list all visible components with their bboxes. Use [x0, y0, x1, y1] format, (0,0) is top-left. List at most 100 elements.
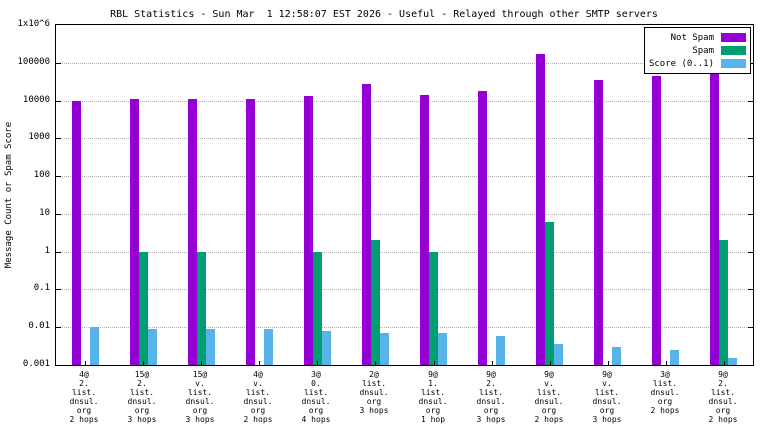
bar-spam: [197, 252, 206, 365]
bar-not-spam: [652, 76, 661, 365]
y-tick-label: 0.01: [28, 321, 50, 331]
right-tick-mark: [748, 214, 753, 215]
bar-not-spam: [594, 80, 603, 365]
y-tick-label: 1000: [28, 132, 50, 142]
bar-score-0-1-: [496, 336, 505, 365]
y-tick-label: 100000: [17, 57, 50, 67]
bar-not-spam: [420, 95, 429, 365]
bar-not-spam: [478, 91, 487, 365]
bar-not-spam: [710, 58, 719, 365]
right-tick-mark: [748, 176, 753, 177]
legend-swatch: [721, 46, 746, 55]
x-tick-mark: [259, 361, 260, 365]
left-tick-mark: [56, 327, 61, 328]
right-tick-mark: [748, 101, 753, 102]
right-tick-mark: [748, 289, 753, 290]
legend: Not Spam Spam Score (0..1): [643, 27, 751, 74]
bar-spam: [545, 222, 554, 365]
y-tick-label: 1x10^6: [17, 19, 50, 29]
x-tick-label: 9@ v. list. dnsul. org 2 hops: [534, 370, 564, 424]
bar-not-spam: [536, 54, 545, 365]
x-tick-mark: [317, 361, 318, 365]
x-tick-label: 3@ 0. list. dnsul. org 4 hops: [301, 370, 331, 424]
bar-score-0-1-: [612, 347, 621, 365]
y-tick-label: 100: [33, 170, 50, 180]
legend-swatch: [721, 59, 746, 68]
y-tick-label: 0.001: [22, 359, 50, 369]
x-tick-label: 9@ 2. list. dnsul. org 3 hops: [476, 370, 506, 424]
plot-area: Not Spam Spam Score (0..1): [55, 24, 754, 366]
gridline: [56, 327, 753, 328]
x-tick-mark: [666, 361, 667, 365]
x-tick-mark: [201, 361, 202, 365]
x-tick-label: 9@ v. list. dnsul. org 3 hops: [592, 370, 622, 424]
bar-score-0-1-: [322, 331, 331, 365]
gridline: [56, 138, 753, 139]
x-tick-mark: [550, 361, 551, 365]
left-tick-mark: [56, 101, 61, 102]
left-tick-mark: [56, 176, 61, 177]
bar-score-0-1-: [728, 358, 737, 365]
legend-label: Spam: [692, 45, 714, 56]
chart-title: RBL Statistics - Sun Mar 1 12:58:07 EST …: [110, 9, 658, 20]
bar-spam: [719, 240, 728, 365]
bar-spam: [313, 252, 322, 365]
bar-not-spam: [72, 101, 81, 365]
bar-score-0-1-: [90, 327, 99, 365]
x-tick-label: 4@ v. list. dnsul. org 2 hops: [243, 370, 273, 424]
right-tick-mark: [748, 327, 753, 328]
bar-not-spam: [246, 99, 255, 365]
bar-score-0-1-: [670, 350, 679, 365]
bar-score-0-1-: [264, 329, 273, 365]
gridline: [56, 101, 753, 102]
y-tick-label: 10000: [22, 95, 50, 105]
gridline: [56, 214, 753, 215]
left-tick-mark: [56, 138, 61, 139]
x-tick-mark: [492, 361, 493, 365]
bar-not-spam: [304, 96, 313, 365]
gridline: [56, 289, 753, 290]
bar-not-spam: [362, 84, 371, 365]
x-tick-label: 2@ list. dnsul. org 3 hops: [359, 370, 389, 415]
gridline: [56, 252, 753, 253]
legend-swatch: [721, 33, 746, 42]
legend-entry: Score (0..1): [649, 57, 746, 70]
x-tick-label: 15@ 2. list. dnsul. org 3 hops: [127, 370, 157, 424]
y-tick-label: 1: [44, 246, 50, 256]
right-tick-mark: [748, 252, 753, 253]
x-tick-label: 4@ 2. list. dnsul. org 2 hops: [69, 370, 99, 424]
gridline: [56, 63, 753, 64]
legend-label: Not Spam: [670, 32, 714, 43]
legend-label: Score (0..1): [648, 58, 714, 69]
x-tick-label: 3@ list. dnsul. org 2 hops: [650, 370, 680, 415]
bar-spam: [371, 240, 380, 365]
bar-spam: [429, 252, 438, 365]
x-tick-mark: [85, 361, 86, 365]
bar-not-spam: [188, 99, 197, 365]
left-tick-mark: [56, 63, 61, 64]
x-tick-mark: [375, 361, 376, 365]
bar-score-0-1-: [438, 333, 447, 365]
y-axis-label: Message Count or Spam Score: [4, 121, 14, 269]
right-tick-mark: [748, 138, 753, 139]
x-tick-mark: [434, 361, 435, 365]
y-tick-label: 0.1: [33, 283, 50, 293]
left-tick-mark: [56, 289, 61, 290]
legend-entry: Not Spam: [649, 31, 746, 44]
bar-score-0-1-: [148, 329, 157, 365]
x-tick-mark: [143, 361, 144, 365]
gridline: [56, 176, 753, 177]
x-tick-mark: [724, 361, 725, 365]
bar-not-spam: [130, 99, 139, 365]
x-tick-label: 9@ 2. list. dnsul. org 2 hops: [708, 370, 738, 424]
bar-score-0-1-: [554, 344, 563, 365]
left-tick-mark: [56, 214, 61, 215]
x-tick-label: 15@ v. list. dnsul. org 3 hops: [185, 370, 215, 424]
bar-score-0-1-: [206, 329, 215, 365]
left-tick-mark: [56, 252, 61, 253]
y-tick-label: 10: [39, 208, 50, 218]
x-tick-label: 9@ 1. list. dnsul. org 1 hop: [418, 370, 448, 424]
bar-spam: [139, 252, 148, 365]
x-tick-mark: [608, 361, 609, 365]
bar-score-0-1-: [380, 333, 389, 365]
